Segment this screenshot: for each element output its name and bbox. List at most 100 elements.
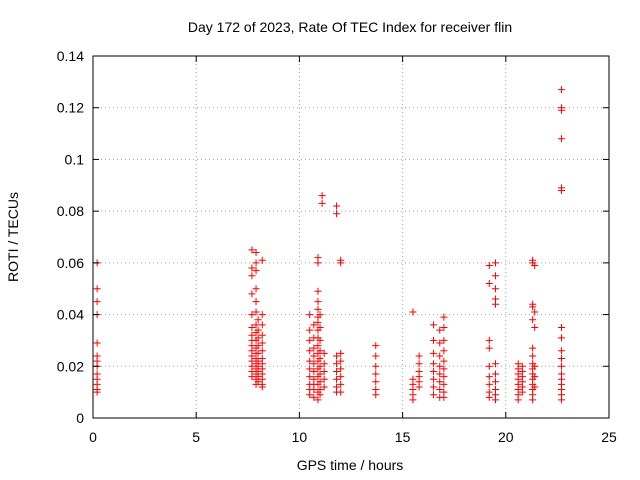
data-point	[314, 318, 322, 326]
data-point	[320, 375, 328, 383]
data-point	[258, 339, 266, 347]
data-point	[310, 321, 318, 329]
data-point	[440, 347, 448, 355]
data-point	[252, 298, 260, 306]
data-point	[252, 267, 260, 275]
y-tick-label: 0.1	[65, 151, 85, 167]
data-point	[558, 86, 566, 94]
data-point	[310, 367, 318, 375]
data-point	[258, 256, 266, 264]
data-point	[310, 344, 318, 352]
data-point	[430, 336, 438, 344]
data-point	[310, 393, 318, 401]
data-point	[306, 347, 314, 355]
data-point	[314, 298, 322, 306]
data-point	[531, 324, 539, 331]
data-point	[252, 249, 260, 257]
data-point	[252, 285, 260, 293]
data-point	[306, 391, 314, 399]
data-point	[258, 383, 266, 391]
data-point	[558, 135, 566, 143]
data-point	[491, 370, 499, 378]
data-point	[558, 347, 566, 355]
data-point	[485, 280, 493, 288]
data-point	[306, 365, 314, 373]
data-point	[485, 261, 493, 269]
x-tick-label: 20	[498, 429, 514, 445]
y-tick-label: 0.06	[57, 255, 84, 271]
data-point	[333, 375, 341, 383]
data-point	[485, 393, 493, 401]
data-point	[491, 300, 499, 308]
data-point	[254, 342, 262, 350]
data-point	[320, 367, 328, 375]
data-point	[491, 396, 499, 404]
data-point	[333, 352, 341, 360]
data-point	[558, 396, 566, 404]
data-point	[529, 344, 537, 352]
data-point	[254, 349, 262, 357]
data-point	[529, 316, 537, 324]
data-point	[310, 360, 318, 368]
data-point	[318, 199, 326, 207]
data-point	[485, 373, 493, 381]
data-point	[306, 373, 314, 381]
data-point	[252, 308, 260, 316]
data-point	[430, 391, 438, 399]
data-point	[93, 388, 101, 396]
y-tick-label: 0.12	[57, 100, 84, 116]
data-point	[558, 355, 566, 363]
data-point	[372, 378, 380, 386]
data-point	[316, 378, 324, 386]
data-point	[248, 324, 256, 331]
data-point	[485, 380, 493, 388]
data-point	[491, 272, 499, 280]
data-point	[436, 362, 444, 370]
data-point	[337, 373, 345, 381]
data-point	[558, 106, 566, 114]
data-point	[440, 393, 448, 401]
data-point	[254, 316, 262, 324]
data-point	[531, 362, 539, 370]
data-point	[320, 349, 328, 357]
data-point	[337, 349, 345, 357]
y-tick-label: 0.04	[57, 307, 84, 323]
data-point	[529, 303, 537, 311]
data-point	[93, 285, 101, 293]
data-point	[372, 391, 380, 399]
data-point	[316, 355, 324, 363]
data-point	[514, 396, 522, 404]
data-point	[491, 259, 499, 267]
data-point	[333, 367, 341, 375]
data-point	[491, 360, 499, 368]
y-axis-ticks: 0 0.02 0.04 0.06 0.08 0.1 0.12 0.14	[57, 48, 609, 426]
data-point	[306, 357, 314, 365]
data-point	[485, 336, 493, 344]
data-point	[485, 344, 493, 352]
data-point	[440, 380, 448, 388]
data-point	[258, 331, 266, 339]
x-tick-label: 15	[395, 429, 411, 445]
data-point	[333, 210, 341, 218]
data-point	[531, 308, 539, 316]
data-point	[436, 339, 444, 347]
y-tick-label: 0.14	[57, 48, 84, 64]
data-point	[333, 202, 341, 210]
data-point	[306, 311, 314, 319]
y-tick-label: 0.08	[57, 203, 84, 219]
data-point	[258, 347, 266, 355]
data-point	[531, 383, 539, 391]
data-point	[491, 285, 499, 293]
data-point	[440, 324, 448, 331]
data-point	[254, 326, 262, 334]
data-point	[248, 311, 256, 319]
x-axis-ticks: 0 5 10 15 20 25	[89, 56, 617, 445]
data-point	[254, 378, 262, 386]
data-point	[440, 365, 448, 373]
data-point	[310, 386, 318, 394]
data-point	[316, 362, 324, 370]
data-point	[248, 246, 256, 254]
data-point	[306, 336, 314, 344]
data-point	[337, 357, 345, 365]
